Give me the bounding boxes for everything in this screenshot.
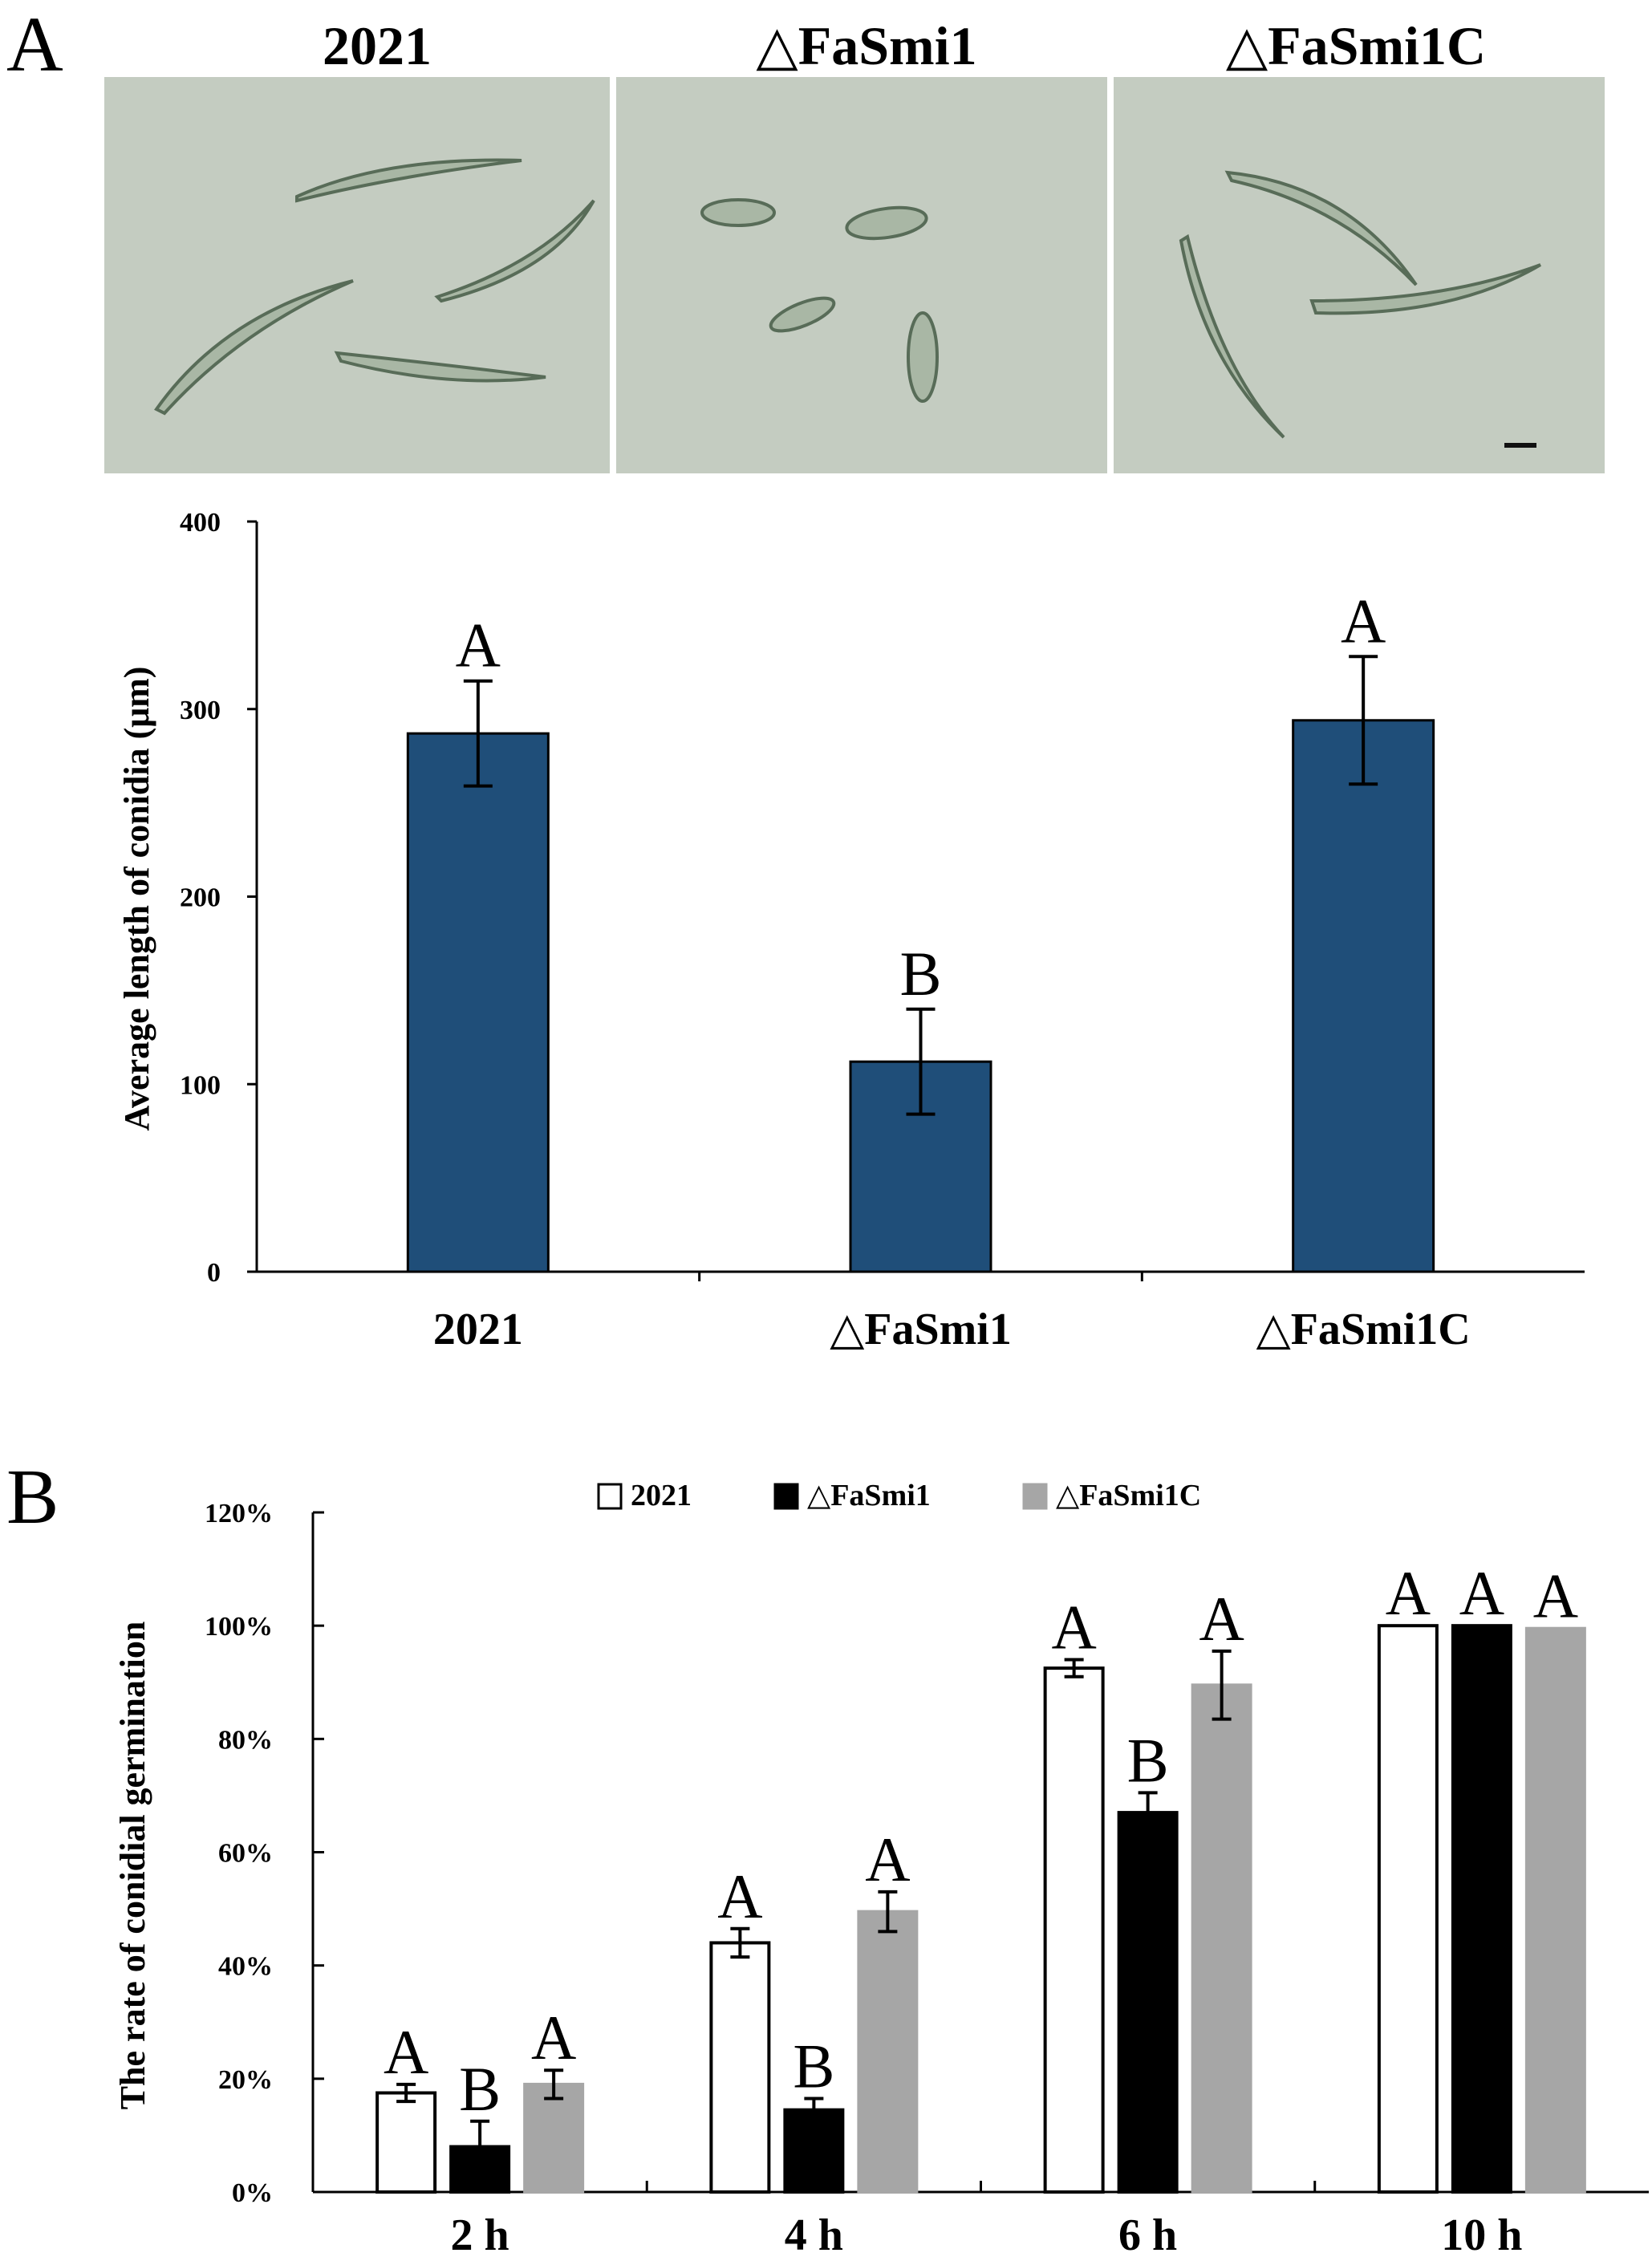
panel-a-label: A (6, 2, 63, 88)
chart-a-y-tick-label: 0 (207, 1258, 221, 1288)
chart-b-y-axis-label: The rate of conidial germination (113, 1622, 152, 2110)
chart-b-y-tick-label: 100% (205, 1612, 273, 1642)
chart-a-x-tick-label: 2021 (433, 1305, 523, 1354)
chart-b-bar-10-h-s1 (1451, 1624, 1512, 2194)
panel-b-label: B (6, 1454, 59, 1540)
chart-a-y-tick-label: 100 (180, 1070, 221, 1100)
chart-b-y-tick-label: 120% (205, 1499, 273, 1528)
chart-b-legend: 2021 △FaSmi1 △FaSmi1C (597, 1479, 1201, 1512)
chart-a-y-axis-label: Average length of conidia (μm) (117, 667, 156, 1131)
chart-b-significance-label: A (717, 1861, 762, 1931)
legend-swatch-fasmi1 (773, 1483, 799, 1510)
legend-label-fasmi1c: △FaSmi1C (1056, 1479, 1201, 1512)
micrograph-title-fasmi1: △FaSmi1 (756, 15, 976, 76)
chart-b-significance-label: B (459, 2054, 501, 2124)
legend-swatch-2021 (597, 1483, 623, 1510)
chart-b-x-tick-label: 4 h (785, 2210, 843, 2260)
chart-b-bar-4-h-s1 (783, 2108, 845, 2194)
chart-b-y-tick-label: 0% (232, 2178, 273, 2208)
chart-b-bar-4-h-s0 (709, 1941, 771, 2194)
chart-b-x-tick-label: 2 h (451, 2210, 509, 2260)
legend-swatch-fasmi1c (1022, 1483, 1048, 1510)
chart-a-x-tick-label: △FaSmi1 (830, 1305, 1012, 1354)
chart-a-significance-label: A (1341, 586, 1386, 656)
chart-b-significance-label: A (384, 2017, 428, 2087)
chart-b-significance-label: A (1533, 1561, 1578, 1631)
micrograph-fasmi1 (616, 77, 1107, 473)
micrograph-fasmi1c (1114, 77, 1605, 473)
legend-label-2021: 2021 (631, 1479, 692, 1512)
chart-b-bar-6-h-s2 (1191, 1683, 1252, 2194)
chart-a-bar-fasmi1c (1292, 719, 1435, 1273)
micrograph-title-fasmi1c: △FaSmi1C (1226, 15, 1486, 76)
chart-b-significance-label: B (1127, 1725, 1169, 1795)
chart-a-significance-label: B (899, 939, 941, 1009)
chart-a-y-tick-label: 200 (180, 883, 221, 913)
chart-b-y-tick-label: 80% (218, 1725, 273, 1755)
chart-a-y-tick-label: 400 (180, 508, 221, 538)
chart-b-x-tick-label: 6 h (1118, 2210, 1177, 2260)
micrograph-2021 (104, 77, 610, 473)
legend-label-fasmi1: △FaSmi1 (807, 1479, 931, 1512)
chart-b-bar-2-h-s2 (523, 2082, 585, 2194)
chart-a-significance-label: A (456, 611, 501, 680)
chart-b-y-tick-label: 20% (218, 2065, 273, 2095)
chart-b-significance-label: A (1459, 1558, 1504, 1628)
chart-b-significance-label: A (1199, 1584, 1244, 1654)
chart-b-y-tick-label: 40% (218, 1952, 273, 1982)
chart-b-significance-label: A (1386, 1558, 1431, 1628)
chart-b-significance-label: A (531, 2003, 576, 2072)
chart-b-bar-10-h-s2 (1524, 1626, 1586, 2194)
micrograph-title-2021: 2021 (323, 15, 432, 76)
chart-b-bar-10-h-s0 (1377, 1624, 1439, 2194)
chart-b-significance-label: A (1051, 1593, 1096, 1662)
chart-b-bar-6-h-s1 (1117, 1811, 1179, 2194)
chart-a: Average length of conidia (μm) 0 100 200 30… (117, 508, 1585, 1354)
chart-b: The rate of conidial germination 2021 △F… (113, 1479, 1649, 2260)
chart-b-bar-2-h-s0 (375, 2091, 437, 2194)
chart-b-x-tick-label: 10 h (1441, 2210, 1522, 2260)
chart-a-x-tick-label: △FaSmi1C (1256, 1305, 1471, 1354)
chart-a-bar-2021 (406, 732, 550, 1273)
chart-b-significance-label: A (865, 1825, 910, 1894)
chart-b-bar-4-h-s2 (857, 1910, 919, 2194)
chart-b-y-tick-label: 60% (218, 1839, 273, 1869)
chart-a-y-tick-label: 300 (180, 696, 221, 725)
chart-b-bar-6-h-s0 (1043, 1666, 1105, 2194)
chart-b-significance-label: B (793, 2032, 834, 2101)
